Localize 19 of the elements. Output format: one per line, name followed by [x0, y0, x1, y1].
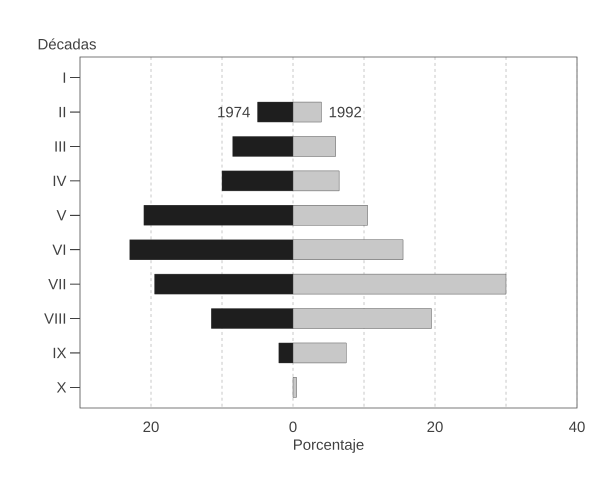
y-tick-label: VI — [52, 244, 66, 255]
y-tick-label: VII — [48, 278, 66, 290]
y-axis-title: Décadas — [38, 38, 96, 50]
x-tick-label: 20 — [427, 422, 443, 432]
x-tick-label: 0 — [289, 422, 297, 432]
bar — [292, 377, 297, 398]
x-tick-label: 20 — [143, 422, 159, 432]
y-tick-label: X — [56, 382, 66, 392]
x-axis-title: Porcentaje — [294, 438, 364, 453]
y-tick-label: IX — [54, 348, 66, 358]
x-tick-label: 40 — [569, 422, 585, 432]
y-tick-label: VIII — [44, 313, 66, 324]
y-tick-label: II — [60, 106, 66, 118]
series-label: 1992 — [330, 106, 362, 118]
y-tick-label: III — [55, 141, 66, 152]
y-tick-label: IV — [54, 176, 66, 186]
y-tick-label: I — [64, 72, 66, 83]
series-label: 1974 — [218, 106, 250, 118]
y-tick-label: V — [56, 210, 66, 220]
